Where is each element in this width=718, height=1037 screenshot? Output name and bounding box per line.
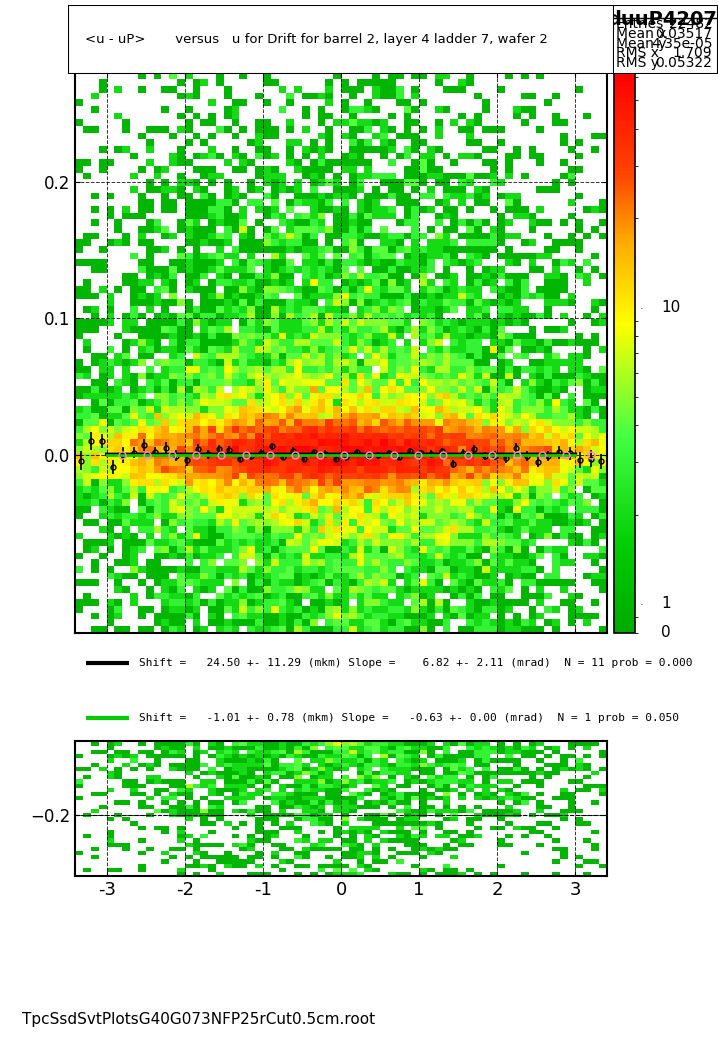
Text: 0: 0 — [661, 625, 671, 640]
Text: Shift =   -1.01 +- 0.78 (mkm) Slope =   -0.63 +- 0.00 (mrad)  N = 1 prob = 0.050: Shift = -1.01 +- 0.78 (mkm) Slope = -0.6… — [139, 712, 679, 723]
Text: Entries: Entries — [615, 18, 664, 31]
Text: Mean y: Mean y — [615, 36, 666, 51]
Text: RMS x: RMS x — [615, 46, 658, 60]
Text: 0.05322: 0.05322 — [656, 56, 712, 69]
FancyBboxPatch shape — [68, 5, 614, 74]
FancyBboxPatch shape — [607, 5, 718, 74]
Text: duuP4207: duuP4207 — [607, 10, 717, 29]
Text: 22482: 22482 — [668, 18, 712, 31]
Text: Shift =   24.50 +- 11.29 (mkm) Slope =    6.82 +- 2.11 (mrad)  N = 11 prob = 0.0: Shift = 24.50 +- 11.29 (mkm) Slope = 6.8… — [139, 658, 693, 668]
Text: 4.35e-05: 4.35e-05 — [651, 36, 712, 51]
Text: 0.03517: 0.03517 — [656, 27, 712, 40]
Text: TpcSsdSvtPlotsG40G073NFP25rCut0.5cm.root: TpcSsdSvtPlotsG40G073NFP25rCut0.5cm.root — [22, 1012, 375, 1027]
Text: 1.709: 1.709 — [673, 46, 712, 60]
Text: Mean x: Mean x — [615, 27, 666, 40]
Text: 10: 10 — [661, 300, 681, 315]
Text: <u - uP>       versus   u for Drift for barrel 2, layer 4 ladder 7, wafer 2: <u - uP> versus u for Drift for barrel 2… — [85, 33, 547, 46]
Text: 1: 1 — [661, 596, 671, 612]
Text: RMS y: RMS y — [615, 56, 658, 69]
